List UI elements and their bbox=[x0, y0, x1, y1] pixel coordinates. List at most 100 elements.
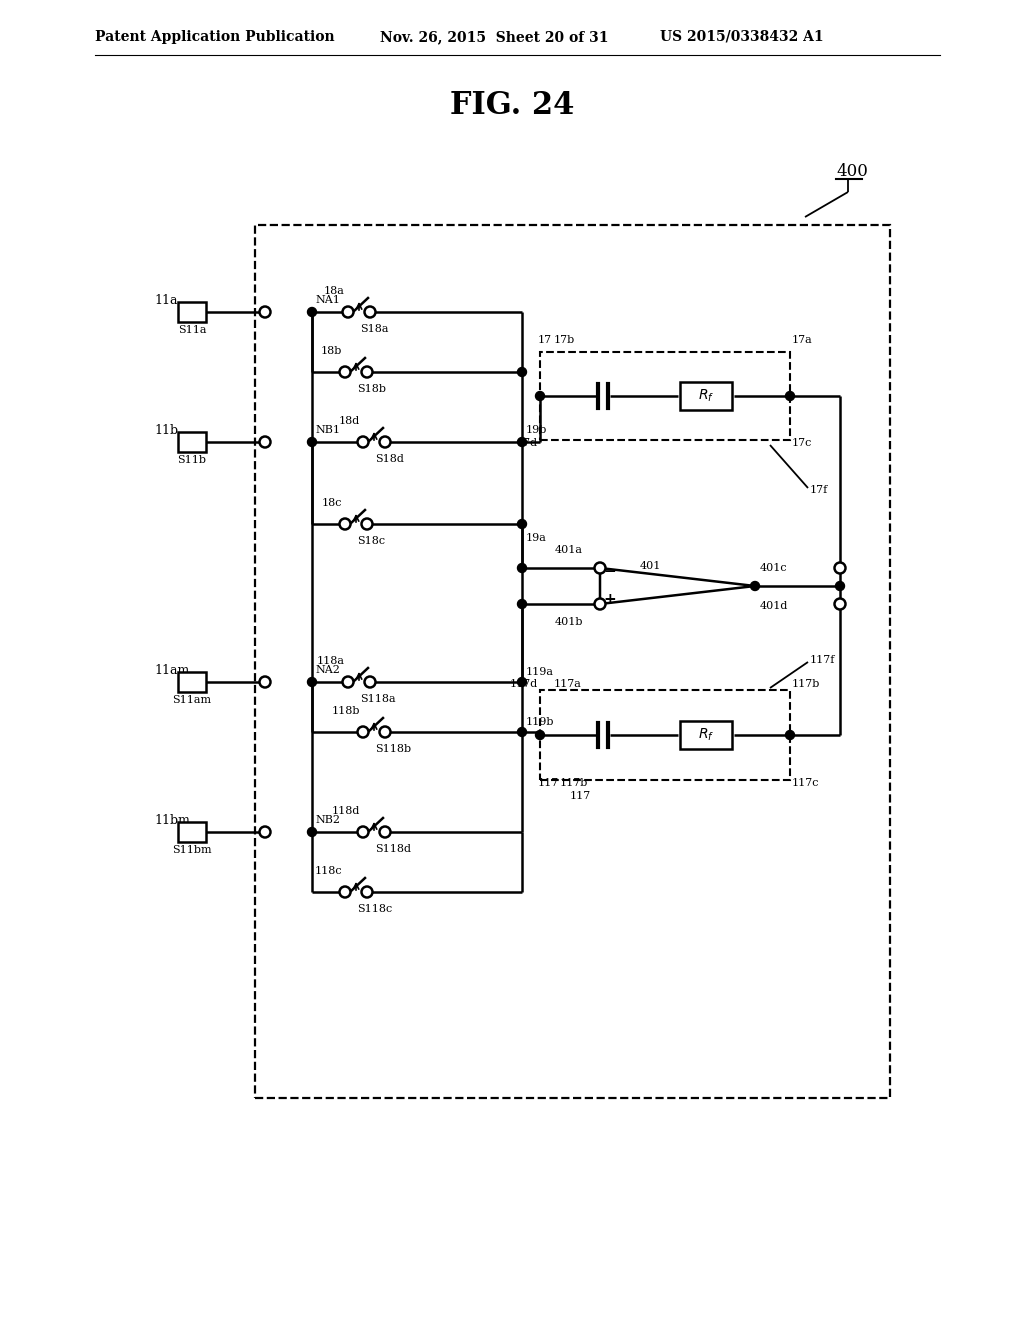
Text: 401b: 401b bbox=[555, 616, 584, 627]
Circle shape bbox=[365, 676, 376, 688]
Bar bbox=[540, 352, 790, 440]
Text: S18c: S18c bbox=[357, 536, 385, 546]
Circle shape bbox=[259, 306, 270, 318]
Text: −: − bbox=[603, 565, 616, 579]
Text: US 2015/0338432 A1: US 2015/0338432 A1 bbox=[660, 30, 823, 44]
Circle shape bbox=[259, 676, 270, 688]
Circle shape bbox=[357, 826, 369, 837]
Circle shape bbox=[536, 730, 545, 739]
Text: $R_f$: $R_f$ bbox=[697, 727, 714, 743]
Text: Patent Application Publication: Patent Application Publication bbox=[95, 30, 335, 44]
Text: S18d: S18d bbox=[375, 454, 403, 465]
Text: S18a: S18a bbox=[360, 323, 388, 334]
Text: S11b: S11b bbox=[177, 455, 207, 465]
Text: 401c: 401c bbox=[760, 564, 787, 573]
Bar bbox=[178, 672, 206, 692]
Circle shape bbox=[517, 367, 526, 376]
Text: 17b: 17b bbox=[554, 335, 575, 345]
Circle shape bbox=[307, 828, 316, 837]
Text: 119a: 119a bbox=[526, 667, 554, 677]
Text: NB1: NB1 bbox=[315, 425, 340, 436]
Text: 11bm: 11bm bbox=[154, 813, 189, 826]
Circle shape bbox=[835, 562, 846, 573]
Bar bbox=[680, 381, 732, 411]
Text: 118c: 118c bbox=[314, 866, 342, 876]
Text: S118a: S118a bbox=[360, 694, 395, 704]
Circle shape bbox=[340, 887, 350, 898]
Text: 19b: 19b bbox=[526, 425, 548, 436]
Circle shape bbox=[785, 730, 795, 739]
Text: 401d: 401d bbox=[760, 601, 788, 611]
Circle shape bbox=[380, 826, 390, 837]
Circle shape bbox=[340, 367, 350, 378]
Circle shape bbox=[751, 582, 760, 590]
Text: Nov. 26, 2015  Sheet 20 of 31: Nov. 26, 2015 Sheet 20 of 31 bbox=[380, 30, 608, 44]
Circle shape bbox=[517, 437, 526, 446]
Text: 117d: 117d bbox=[510, 678, 538, 689]
Circle shape bbox=[357, 437, 369, 447]
Circle shape bbox=[835, 598, 846, 610]
Circle shape bbox=[517, 599, 526, 609]
Text: 17d: 17d bbox=[517, 438, 538, 447]
Text: NA2: NA2 bbox=[315, 665, 340, 675]
Circle shape bbox=[517, 677, 526, 686]
Text: 401: 401 bbox=[640, 561, 662, 572]
Circle shape bbox=[259, 826, 270, 837]
Text: 117a: 117a bbox=[554, 678, 582, 689]
Text: 11am: 11am bbox=[154, 664, 189, 676]
Text: $R_f$: $R_f$ bbox=[697, 388, 714, 404]
Bar bbox=[178, 302, 206, 322]
Circle shape bbox=[361, 519, 373, 529]
Text: S118b: S118b bbox=[375, 744, 411, 754]
Circle shape bbox=[517, 564, 526, 573]
Text: 117: 117 bbox=[538, 777, 559, 788]
Circle shape bbox=[307, 677, 316, 686]
Text: S11a: S11a bbox=[178, 325, 206, 335]
Text: 117: 117 bbox=[570, 791, 591, 801]
Text: S11bm: S11bm bbox=[172, 845, 212, 855]
Text: S11am: S11am bbox=[172, 696, 212, 705]
Circle shape bbox=[517, 520, 526, 528]
Text: 17f: 17f bbox=[810, 484, 828, 495]
Bar bbox=[680, 721, 732, 748]
Text: S118d: S118d bbox=[375, 843, 411, 854]
Text: 118a: 118a bbox=[317, 656, 345, 667]
Text: FIG. 24: FIG. 24 bbox=[450, 90, 574, 120]
Text: 18c: 18c bbox=[322, 498, 342, 508]
Text: 18d: 18d bbox=[339, 416, 360, 426]
Circle shape bbox=[307, 308, 316, 317]
Text: 118b: 118b bbox=[332, 706, 360, 715]
Bar bbox=[178, 822, 206, 842]
Bar bbox=[540, 690, 790, 780]
Circle shape bbox=[595, 562, 605, 573]
Text: 400: 400 bbox=[836, 164, 868, 181]
Circle shape bbox=[357, 726, 369, 738]
Circle shape bbox=[836, 582, 845, 590]
Text: 17c: 17c bbox=[792, 438, 812, 447]
Circle shape bbox=[307, 437, 316, 446]
Circle shape bbox=[342, 676, 353, 688]
Text: 18a: 18a bbox=[325, 286, 345, 296]
Circle shape bbox=[785, 392, 795, 400]
Text: +: + bbox=[603, 593, 616, 607]
Circle shape bbox=[361, 367, 373, 378]
Circle shape bbox=[595, 598, 605, 610]
Circle shape bbox=[517, 727, 526, 737]
Text: 18b: 18b bbox=[321, 346, 342, 356]
Circle shape bbox=[536, 392, 545, 400]
Bar bbox=[178, 432, 206, 451]
Circle shape bbox=[259, 437, 270, 447]
Circle shape bbox=[340, 519, 350, 529]
Text: 11a: 11a bbox=[154, 293, 177, 306]
Text: NA1: NA1 bbox=[315, 294, 340, 305]
Circle shape bbox=[342, 306, 353, 318]
Circle shape bbox=[380, 437, 390, 447]
Text: 17: 17 bbox=[538, 335, 552, 345]
Circle shape bbox=[361, 887, 373, 898]
Text: 117b: 117b bbox=[792, 678, 820, 689]
Bar bbox=[255, 224, 890, 1098]
Text: S18b: S18b bbox=[357, 384, 386, 393]
Text: 118d: 118d bbox=[332, 807, 360, 816]
Text: 119b: 119b bbox=[526, 717, 555, 727]
Circle shape bbox=[380, 726, 390, 738]
